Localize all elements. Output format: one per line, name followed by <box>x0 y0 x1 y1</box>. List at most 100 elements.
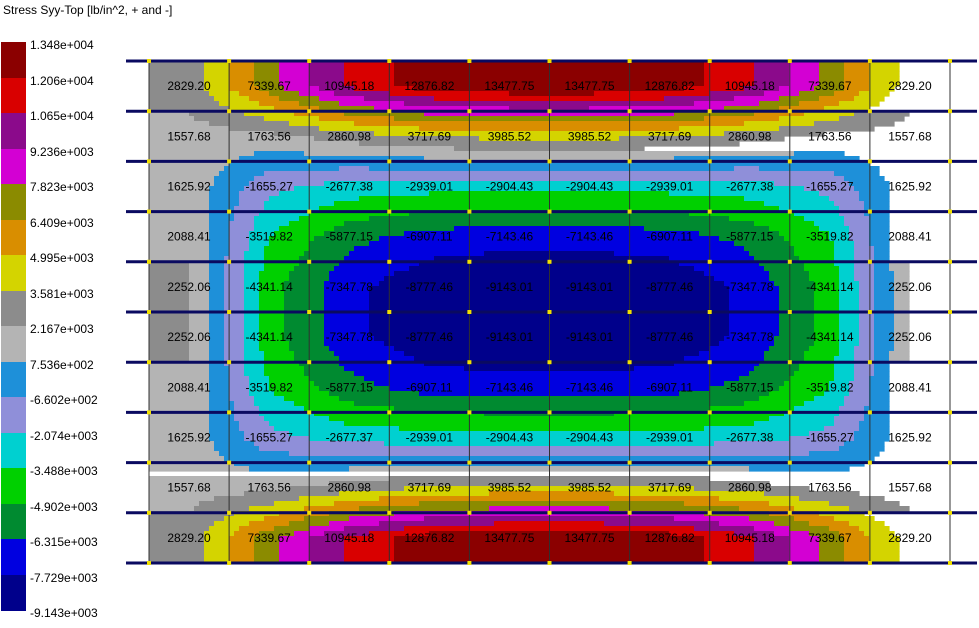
contour-band <box>819 556 845 562</box>
contour-band <box>869 71 900 77</box>
contour-band <box>869 381 890 387</box>
contour-band <box>149 546 205 552</box>
legend-swatch <box>1 326 26 362</box>
contour-band <box>149 556 205 562</box>
node-marker <box>948 159 952 164</box>
contour-band <box>609 506 740 512</box>
contour-band <box>779 291 815 297</box>
contour-band <box>749 466 850 472</box>
cell-value-label: 7339.67 <box>247 79 291 93</box>
contour-band <box>229 106 275 112</box>
contour-band <box>669 256 755 262</box>
contour-band <box>204 61 230 67</box>
cell-value-label: 1557.68 <box>167 129 211 143</box>
contour-band <box>224 326 245 332</box>
contour-band <box>209 406 235 412</box>
contour-band <box>844 546 870 552</box>
contour-band <box>874 306 895 312</box>
node-marker <box>547 109 552 114</box>
contour-band <box>249 246 265 252</box>
contour-band <box>324 306 370 312</box>
contour-band <box>889 356 910 362</box>
contour-band <box>224 301 245 307</box>
node-marker <box>467 159 472 164</box>
contour-band <box>149 396 210 402</box>
contour-band <box>834 376 855 382</box>
contour-band <box>839 266 855 272</box>
contour-band <box>779 286 815 292</box>
contour-band <box>334 91 390 97</box>
contour-band <box>309 61 345 67</box>
contour-band <box>149 266 190 272</box>
contour-band <box>299 216 370 222</box>
contour-band <box>874 356 890 362</box>
contour-band <box>789 546 820 552</box>
contour-band <box>709 91 765 97</box>
cell-value-label: -7347.78 <box>326 330 374 344</box>
contour-band <box>209 311 225 317</box>
contour-band <box>229 61 255 67</box>
contour-band <box>259 296 285 302</box>
contour-band <box>189 331 210 337</box>
node-marker <box>227 360 232 365</box>
node-marker <box>387 310 392 314</box>
contour-band <box>894 326 910 332</box>
contour-band <box>719 496 800 502</box>
contour-band <box>284 296 325 302</box>
contour-band <box>284 321 325 327</box>
contour-band <box>704 81 755 87</box>
contour-band <box>769 416 835 422</box>
cell-value-label: -7143.46 <box>486 230 534 244</box>
legend-swatch <box>1 77 26 114</box>
contour-band <box>739 376 790 382</box>
contour-band <box>729 301 780 307</box>
contour-band <box>269 91 300 97</box>
contour-band <box>779 316 815 322</box>
contour-band <box>149 91 210 97</box>
contour-band <box>259 406 305 412</box>
contour-band <box>149 326 190 332</box>
contour-band <box>849 381 870 387</box>
contour-band <box>269 196 360 202</box>
node-marker <box>627 561 632 565</box>
node-marker <box>547 510 552 515</box>
contour-band <box>834 421 860 427</box>
contour-band <box>244 371 265 377</box>
contour-band <box>869 66 900 72</box>
contour-band <box>804 351 840 357</box>
contour-band <box>874 346 895 352</box>
contour-band <box>314 381 375 387</box>
contour-band <box>804 266 840 272</box>
contour-band <box>229 551 255 557</box>
contour-band <box>844 536 870 542</box>
contour-band <box>874 251 890 257</box>
contour-band <box>224 516 265 522</box>
contour-band <box>764 266 805 272</box>
node-marker <box>547 460 552 465</box>
contour-band <box>189 291 210 297</box>
contour-band <box>819 76 845 82</box>
contour-band <box>149 111 190 117</box>
contour-band <box>274 131 375 137</box>
contour-band <box>874 311 895 317</box>
contour-band <box>229 71 255 77</box>
contour-band <box>684 356 765 362</box>
contour-band <box>779 206 840 212</box>
contour-band <box>869 546 900 552</box>
contour-band <box>224 361 245 367</box>
contour-band <box>759 361 800 367</box>
contour-band <box>299 361 340 367</box>
contour-band <box>244 341 260 347</box>
contour-band <box>254 216 300 222</box>
contour-band <box>859 426 890 432</box>
contour-band <box>269 376 310 382</box>
contour-band <box>364 96 435 102</box>
cell-value-label: 1763.56 <box>247 129 291 143</box>
contour-band <box>854 346 875 352</box>
contour-band <box>859 331 875 337</box>
contour-band <box>264 516 305 522</box>
contour-band <box>274 106 320 112</box>
contour-band <box>419 501 685 507</box>
contour-band <box>674 156 860 162</box>
contour-band <box>874 256 890 262</box>
